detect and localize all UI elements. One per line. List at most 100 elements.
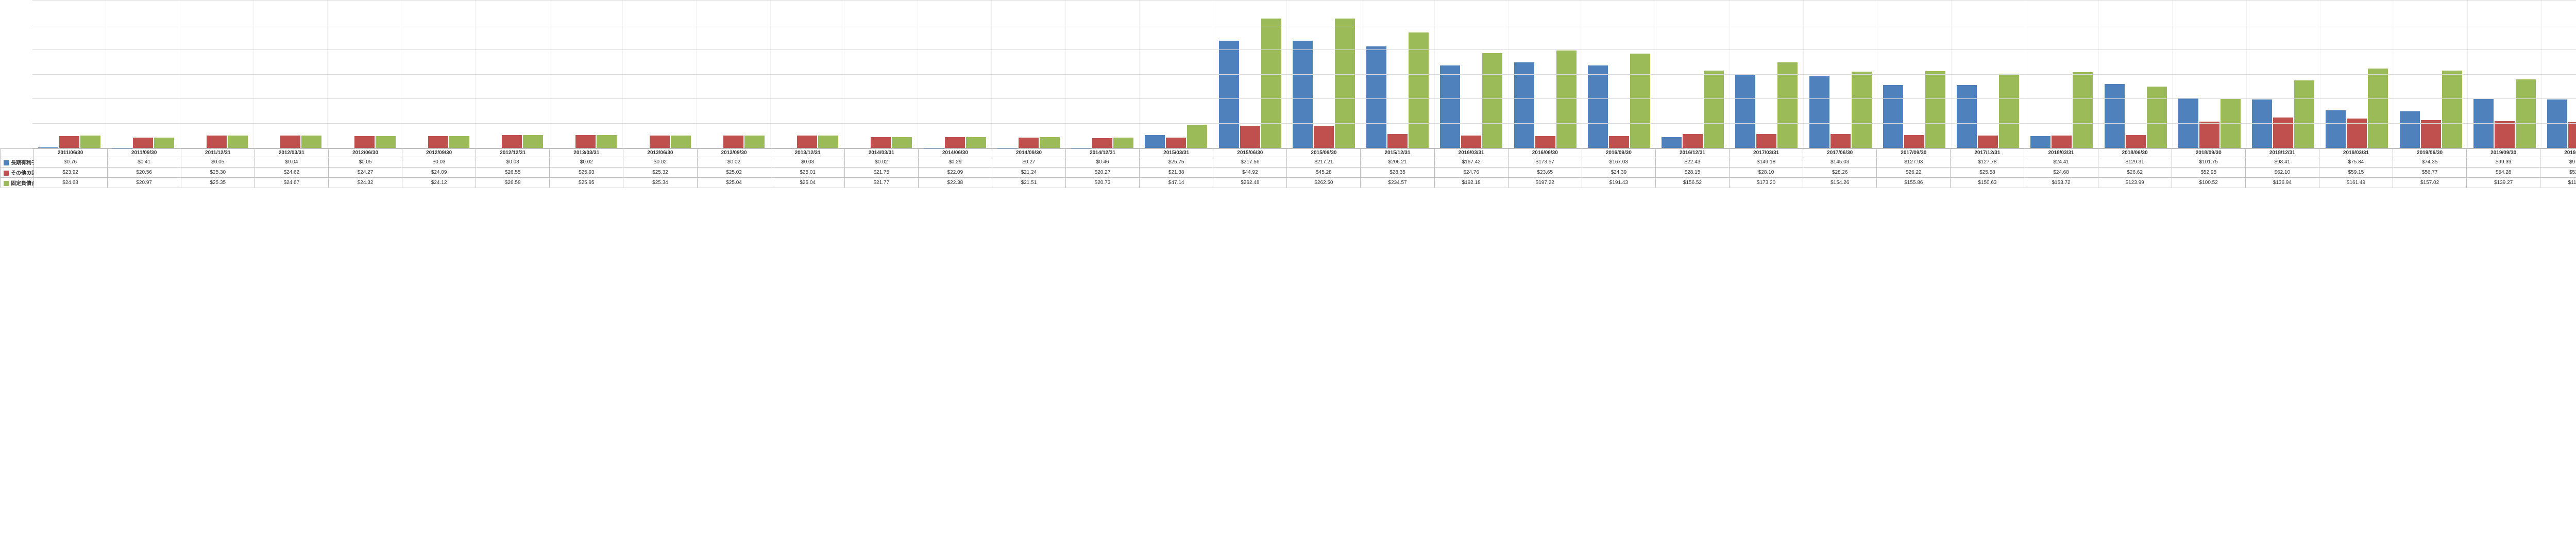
bar-fixed_liab_total <box>228 136 248 148</box>
data-cell: $24.32 <box>328 178 402 188</box>
data-cell: $21.24 <box>992 168 1065 178</box>
data-cell: $21.38 <box>1140 168 1213 178</box>
data-cell: $22.09 <box>918 168 992 178</box>
bar-fixed_liab_total <box>2073 72 2093 148</box>
data-cell: $24.62 <box>255 168 328 178</box>
chart-plot-area: (単位：百万USD) $0$50$100$150$200$250$300 <box>32 0 2576 148</box>
bar-long_term_debt <box>38 147 58 148</box>
data-cell: $127.93 <box>1877 157 1951 168</box>
data-cell: $44.92 <box>1213 168 1287 178</box>
data-cell: $52.58 <box>2540 168 2576 178</box>
bar-fixed_liab_total <box>449 136 469 148</box>
data-cell: $167.42 <box>1434 157 1508 168</box>
data-cell: $136.94 <box>2245 178 2319 188</box>
data-cell: $149.18 <box>1730 157 1803 168</box>
data-cell: $217.21 <box>1287 157 1361 168</box>
data-cell: $0.46 <box>1066 157 1140 168</box>
data-cell: $139.27 <box>2467 178 2540 188</box>
bar-long_term_debt <box>1662 137 1682 148</box>
data-cell: $0.02 <box>697 157 771 168</box>
bar-fixed_liab_total <box>1482 53 1502 148</box>
bar-fixed_liab_total <box>966 137 986 148</box>
bar-long_term_debt <box>1588 65 1608 148</box>
bar-long_term_debt <box>1219 41 1239 148</box>
data-cell: $28.10 <box>1730 168 1803 178</box>
data-cell: $54.28 <box>2467 168 2540 178</box>
bar-other_fixed_liab <box>1461 136 1481 148</box>
period-header: 2011/09/30 <box>107 149 181 157</box>
data-cell: $0.03 <box>771 157 844 168</box>
data-cell: $23.65 <box>1508 168 1582 178</box>
data-cell: $25.93 <box>550 168 623 178</box>
bar-fixed_liab_total <box>1925 71 1945 148</box>
period-header: 2011/12/31 <box>181 149 255 157</box>
data-cell: $0.76 <box>33 157 107 168</box>
data-cell: $21.77 <box>844 178 918 188</box>
bar-long_term_debt <box>2400 111 2420 148</box>
series-row-header: 固定負債合計 <box>1 178 34 188</box>
data-cell: $262.50 <box>1287 178 1361 188</box>
period-header: 2019/09/30 <box>2467 149 2540 157</box>
data-cell: $262.48 <box>1213 178 1287 188</box>
data-cell: $28.26 <box>1803 168 1877 178</box>
bar-fixed_liab_total <box>2294 80 2314 148</box>
bar-fixed_liab_total <box>1704 71 1724 148</box>
data-cell: $26.58 <box>476 178 550 188</box>
data-cell: $167.03 <box>1582 157 1655 168</box>
period-header: 2019/12/31 <box>2540 149 2576 157</box>
bar-other_fixed_liab <box>1535 136 1555 148</box>
legend-swatch <box>4 181 9 186</box>
period-header: 2016/06/30 <box>1508 149 1582 157</box>
bar-long_term_debt <box>1957 85 1977 148</box>
bar-other_fixed_liab <box>945 137 965 148</box>
bar-other_fixed_liab <box>2126 135 2146 148</box>
bar-long_term_debt <box>1293 41 1313 148</box>
bar-fixed_liab_total <box>301 136 321 148</box>
data-cell: $161.49 <box>2319 178 2393 188</box>
data-cell: $56.77 <box>2393 168 2467 178</box>
bar-other_fixed_liab <box>1683 134 1703 148</box>
bar-other_fixed_liab <box>2568 122 2576 148</box>
period-header: 2016/03/31 <box>1434 149 1508 157</box>
data-cell: $0.41 <box>107 157 181 168</box>
period-header: 2013/12/31 <box>771 149 844 157</box>
data-cell: $25.95 <box>550 178 623 188</box>
bar-fixed_liab_total <box>80 136 100 148</box>
bar-fixed_liab_total <box>1113 138 1133 148</box>
bar-other_fixed_liab <box>1240 126 1260 148</box>
data-cell: $28.15 <box>1655 168 1729 178</box>
period-header: 2018/09/30 <box>2172 149 2245 157</box>
chart-wrap: (単位：百万USD) $0$50$100$150$200$250$300 201… <box>0 0 2576 188</box>
period-header: 2015/09/30 <box>1287 149 1361 157</box>
bar-other_fixed_liab <box>59 136 79 148</box>
bar-long_term_debt <box>1883 85 1903 148</box>
data-cell: $0.05 <box>328 157 402 168</box>
period-header: 2014/12/31 <box>1066 149 1140 157</box>
data-cell: $25.04 <box>771 178 844 188</box>
legend-swatch <box>4 160 9 165</box>
data-cell: $0.05 <box>181 157 255 168</box>
bar-fixed_liab_total <box>1630 54 1650 148</box>
bar-long_term_debt <box>2105 84 2125 148</box>
data-cell: $118.57 <box>2540 178 2576 188</box>
series-row-header: その他の固定負債 <box>1 168 34 178</box>
period-header: 2018/06/30 <box>2098 149 2172 157</box>
data-cell: $192.18 <box>1434 178 1508 188</box>
bar-other_fixed_liab <box>1387 134 1408 148</box>
bar-fixed_liab_total <box>597 135 617 148</box>
period-header: 2019/06/30 <box>2393 149 2467 157</box>
data-cell: $0.03 <box>402 157 476 168</box>
data-cell: $62.10 <box>2245 168 2319 178</box>
data-table: 2011/06/302011/09/302011/12/312012/03/31… <box>0 148 2576 188</box>
bar-fixed_liab_total <box>1335 19 1355 148</box>
data-cell: $52.95 <box>2172 168 2245 178</box>
data-cell: $24.09 <box>402 168 476 178</box>
bar-fixed_liab_total <box>2368 69 2388 148</box>
data-cell: $0.02 <box>844 157 918 168</box>
bar-fixed_liab_total <box>376 136 396 148</box>
bar-fixed_liab_total <box>2147 87 2167 148</box>
data-cell: $123.99 <box>2098 178 2172 188</box>
data-cell: $0.29 <box>918 157 992 168</box>
data-cell: $25.01 <box>771 168 844 178</box>
data-cell: $23.92 <box>33 168 107 178</box>
